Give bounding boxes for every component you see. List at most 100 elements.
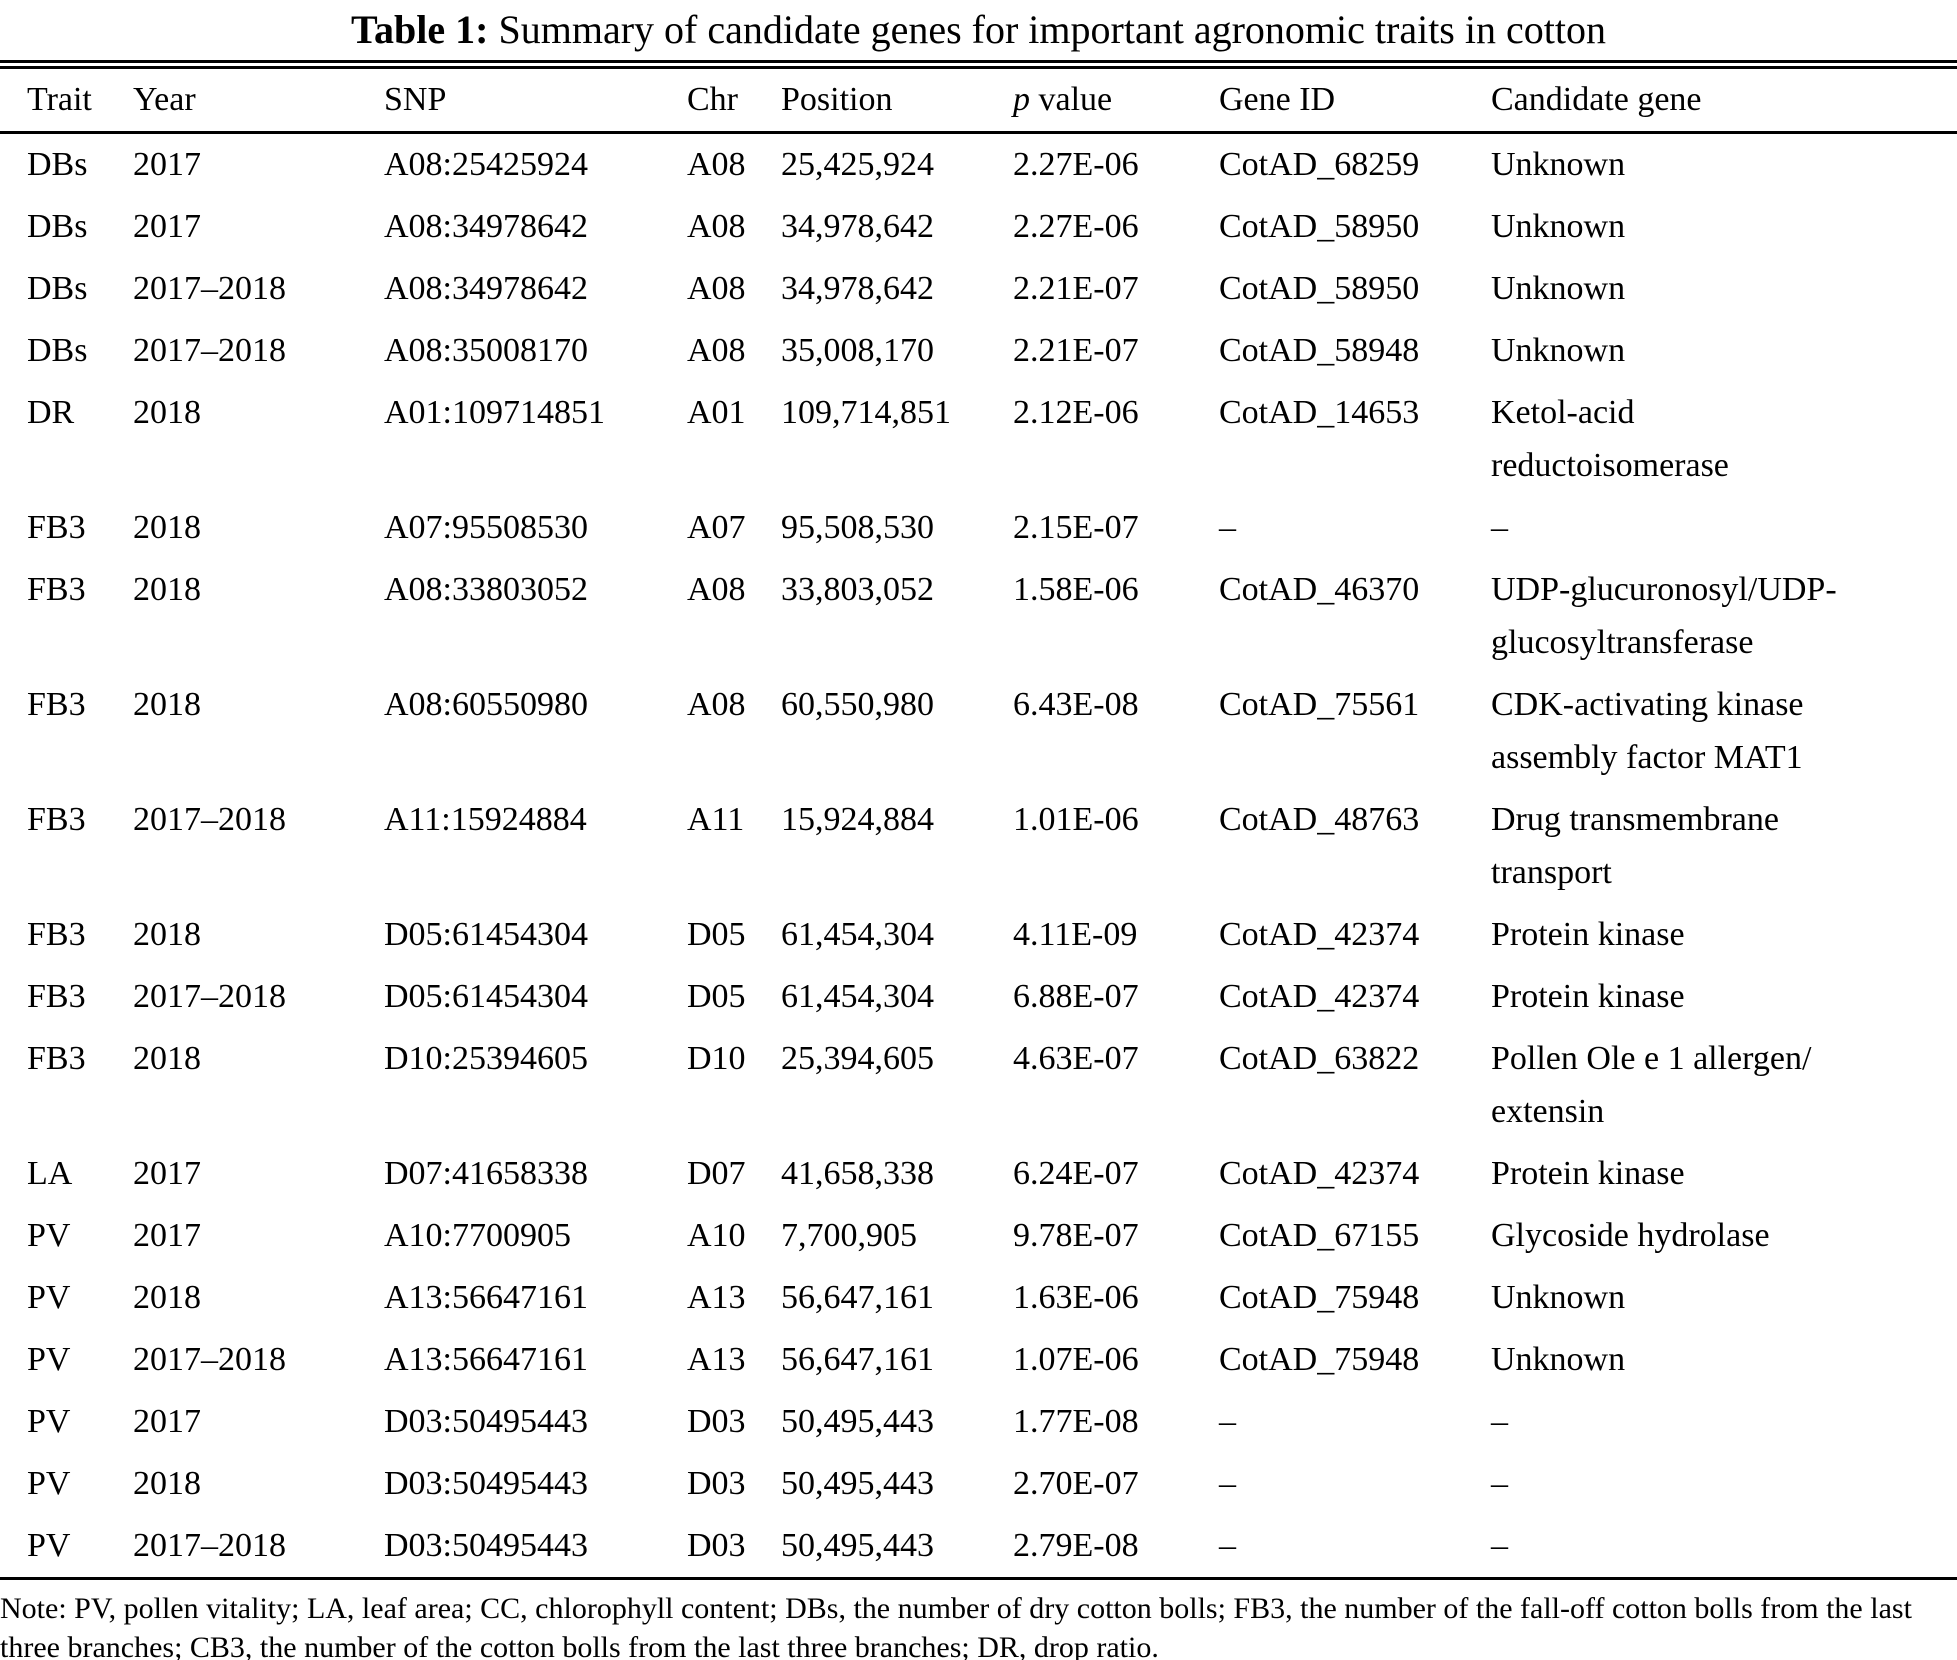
cell-p-value: 2.79E-08 — [1013, 1527, 1139, 1564]
cell-position: 61,454,304 — [781, 916, 934, 953]
table-row: FB3 2018 A08:60550980 A08 60,550,980 6.43E-08… — [0, 674, 1957, 789]
cell-snp: D05:61454304 — [384, 916, 588, 953]
cell-gene-id: CotAD_42374 — [1219, 916, 1420, 953]
cell-position: 56,647,161 — [781, 1279, 934, 1316]
cell-candidate-gene: Ketol-acid reductoisomerase — [1491, 394, 1729, 484]
cell-year: 2017–2018 — [133, 270, 286, 307]
table-row: FB3 2018 A07:95508530 A07 95,508,530 2.15E-07… — [0, 497, 1957, 559]
table-note: Note: PV, pollen vitality; LA, leaf area… — [0, 1592, 1912, 1660]
table-row: FB3 2017–2018 D05:61454304 D05 61,454,304 6.8… — [0, 966, 1957, 1028]
col-header-chr: Chr — [687, 81, 738, 118]
cell-trait: PV — [27, 1341, 71, 1378]
cell-gene-id: – — [1219, 1465, 1236, 1502]
cell-chr: A11 — [687, 801, 745, 838]
cell-year: 2018 — [133, 916, 201, 953]
cell-gene-id: CotAD_46370 — [1219, 571, 1420, 608]
col-header-year: Year — [133, 81, 196, 118]
header-row: Trait Year SNP Chr Position p value Gene ID Can… — [0, 69, 1957, 133]
cell-gene-id: CotAD_75948 — [1219, 1279, 1420, 1316]
bottom-rule — [0, 1577, 1957, 1580]
cell-position: 41,658,338 — [781, 1155, 934, 1192]
cell-snp: D03:50495443 — [384, 1527, 588, 1564]
cell-position: 60,550,980 — [781, 686, 934, 723]
cell-p-value: 2.12E-06 — [1013, 394, 1139, 431]
cell-p-value: 1.63E-06 — [1013, 1279, 1139, 1316]
table-row: DBs 2017 A08:25425924 A08 25,425,924 2.27E-06… — [0, 133, 1957, 197]
cell-chr: D03 — [687, 1527, 746, 1564]
table-row: PV 2017–2018 D03:50495443 D03 50,495,443 2.79… — [0, 1515, 1957, 1577]
cell-trait: PV — [27, 1279, 71, 1316]
cell-snp: A10:7700905 — [384, 1217, 571, 1254]
cell-chr: A10 — [687, 1217, 746, 1254]
cell-chr: D03 — [687, 1403, 746, 1440]
cell-trait: PV — [27, 1527, 71, 1564]
cell-gene-id: CotAD_75948 — [1219, 1341, 1420, 1378]
cell-chr: D05 — [687, 916, 746, 953]
cell-candidate-gene: Pollen Ole e 1 allergen/ extensin — [1491, 1040, 1812, 1130]
table-row: DBs 2017–2018 A08:34978642 A08 34,978,642 2.2… — [0, 258, 1957, 320]
col-header-trait: Trait — [27, 81, 92, 118]
cell-p-value: 4.63E-07 — [1013, 1040, 1139, 1077]
table-caption: Summary of candidate genes for important… — [498, 7, 1606, 52]
cell-chr: A08 — [687, 571, 746, 608]
cell-year: 2018 — [133, 1040, 201, 1077]
cell-position: 33,803,052 — [781, 571, 934, 608]
cell-gene-id: CotAD_75561 — [1219, 686, 1420, 723]
cell-gene-id: CotAD_68259 — [1219, 146, 1420, 183]
col-header-candidate-gene: Candidate gene — [1491, 81, 1702, 118]
table-row: FB3 2018 A08:33803052 A08 33,803,052 1.58E-06… — [0, 559, 1957, 674]
cell-p-value: 1.01E-06 — [1013, 801, 1139, 838]
cell-candidate-gene: Protein kinase — [1491, 1155, 1685, 1192]
table-row: DR 2018 A01:109714851 A01 109,714,851 2.12E-0… — [0, 382, 1957, 497]
cell-trait: DR — [27, 394, 75, 431]
cell-chr: A08 — [687, 146, 746, 183]
cell-p-value: 4.11E-09 — [1013, 916, 1138, 953]
cell-position: 56,647,161 — [781, 1341, 934, 1378]
cell-gene-id: CotAD_42374 — [1219, 978, 1420, 1015]
cell-gene-id: – — [1219, 509, 1236, 546]
table-row: DBs 2017–2018 A08:35008170 A08 35,008,170 2.2… — [0, 320, 1957, 382]
cell-trait: DBs — [27, 208, 88, 245]
cell-snp: A08:33803052 — [384, 571, 588, 608]
cell-position: 25,425,924 — [781, 146, 934, 183]
cell-position: 50,495,443 — [781, 1403, 934, 1440]
cell-candidate-gene: CDK-activating kinase assembly factor MA… — [1491, 686, 1804, 776]
cell-position: 109,714,851 — [781, 394, 951, 431]
col-header-snp: SNP — [384, 81, 447, 118]
cell-snp: D03:50495443 — [384, 1403, 588, 1440]
cell-candidate-gene: – — [1491, 1403, 1508, 1440]
cell-trait: FB3 — [27, 1040, 86, 1077]
cell-gene-id: CotAD_58950 — [1219, 208, 1420, 245]
cell-candidate-gene: Glycoside hydrolase — [1491, 1217, 1770, 1254]
cell-candidate-gene: Unknown — [1491, 208, 1626, 245]
cell-snp: A08:25425924 — [384, 146, 588, 183]
cell-gene-id: CotAD_14653 — [1219, 394, 1420, 431]
cell-year: 2018 — [133, 1465, 201, 1502]
cell-year: 2018 — [133, 686, 201, 723]
cell-snp: A13:56647161 — [384, 1279, 588, 1316]
cell-year: 2017 — [133, 1403, 201, 1440]
cell-candidate-gene: – — [1491, 509, 1508, 546]
candidate-genes-table: Trait Year SNP Chr Position p value Gene ID Can… — [0, 69, 1957, 1577]
table-title: Table 1: Summary of candidate genes for … — [0, 0, 1957, 54]
cell-gene-id: CotAD_67155 — [1219, 1217, 1420, 1254]
cell-snp: A08:60550980 — [384, 686, 588, 723]
cell-p-value: 2.21E-07 — [1013, 332, 1139, 369]
cell-trait: FB3 — [27, 978, 86, 1015]
cell-position: 95,508,530 — [781, 509, 934, 546]
cell-p-value: 2.21E-07 — [1013, 270, 1139, 307]
cell-snp: D07:41658338 — [384, 1155, 588, 1192]
cell-p-value: 9.78E-07 — [1013, 1217, 1139, 1254]
cell-gene-id: – — [1219, 1403, 1236, 1440]
cell-year: 2017–2018 — [133, 801, 286, 838]
table-row: PV 2017–2018 A13:56647161 A13 56,647,161 1.07… — [0, 1329, 1957, 1391]
cell-snp: A01:109714851 — [384, 394, 605, 431]
cell-year: 2017 — [133, 1217, 201, 1254]
cell-snp: A08:35008170 — [384, 332, 588, 369]
cell-year: 2017–2018 — [133, 1527, 286, 1564]
table-label: Table 1: — [351, 7, 489, 52]
cell-position: 50,495,443 — [781, 1527, 934, 1564]
cell-trait: FB3 — [27, 801, 86, 838]
cell-candidate-gene: Unknown — [1491, 1341, 1626, 1378]
